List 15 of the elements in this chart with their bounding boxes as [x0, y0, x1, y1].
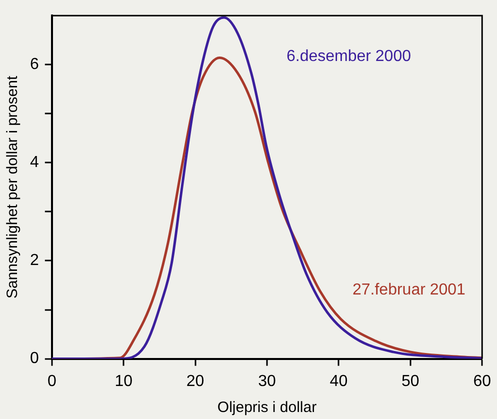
y-tick-label: 2 — [30, 252, 39, 270]
x-tick-label: 20 — [186, 372, 204, 390]
x-tick-label: 0 — [47, 372, 56, 390]
y-tick-label: 0 — [30, 350, 39, 368]
x-tick-label: 30 — [258, 372, 276, 390]
text: 6.desember 2000 — [286, 48, 412, 66]
y-tick-label: 6 — [30, 56, 39, 74]
x-axis-title: Oljepris i dollar — [217, 399, 317, 416]
y-axis-title: Sannsynlighet per dollar i prosent — [4, 75, 22, 299]
x-tick-label: 40 — [330, 372, 348, 390]
x-tick-label: 60 — [473, 372, 492, 390]
series-label: 27.februar 2001 — [352, 282, 466, 299]
y-tick-label: 4 — [30, 154, 39, 172]
x-tick-label: 50 — [402, 372, 420, 390]
x-tick-label: 10 — [114, 372, 133, 390]
